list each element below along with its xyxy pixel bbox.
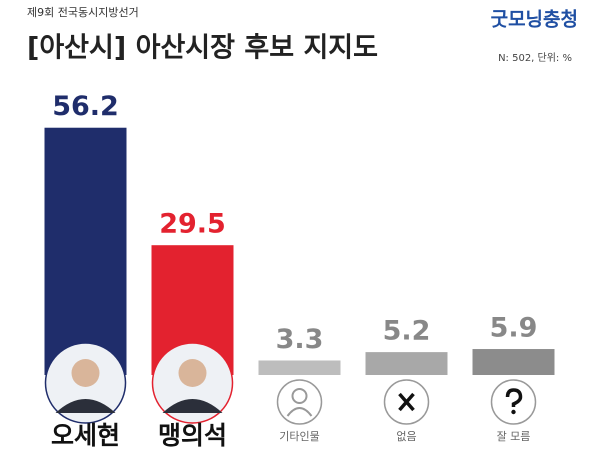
bar	[365, 352, 448, 375]
x-tick-label: 기타인물	[279, 430, 319, 443]
photo-body	[162, 399, 223, 413]
value-label: 5.9	[490, 313, 538, 344]
note: N: 502, 단위: %	[498, 51, 572, 64]
bar	[44, 127, 127, 375]
value-label: 29.5	[159, 209, 226, 240]
x-tick-label: 잘 모름	[497, 430, 531, 443]
bar	[258, 360, 341, 375]
photo-head	[178, 359, 207, 387]
x-tick-label: 오세현	[51, 421, 120, 450]
photo-body	[55, 399, 116, 413]
icon-body	[286, 407, 313, 417]
photo-head	[71, 359, 100, 387]
value-label: 5.2	[383, 316, 431, 347]
x-tick-label: 없음	[396, 430, 416, 443]
chart-subtitle: 제9회 전국동시지방선거	[27, 6, 139, 19]
chart-title: [아산시] 아산시장 후보 지지도	[27, 33, 378, 64]
icon-question	[505, 388, 523, 407]
icon-circle	[490, 379, 537, 425]
brand: 굿모닝충청	[491, 9, 578, 31]
value-label: 3.3	[276, 324, 324, 355]
icon-question-dot	[511, 409, 516, 415]
value-label: 56.2	[52, 91, 119, 122]
icon-x	[398, 392, 415, 412]
icon-head	[291, 388, 308, 404]
bar	[472, 349, 555, 375]
x-tick-label: 맹의석	[158, 421, 227, 450]
